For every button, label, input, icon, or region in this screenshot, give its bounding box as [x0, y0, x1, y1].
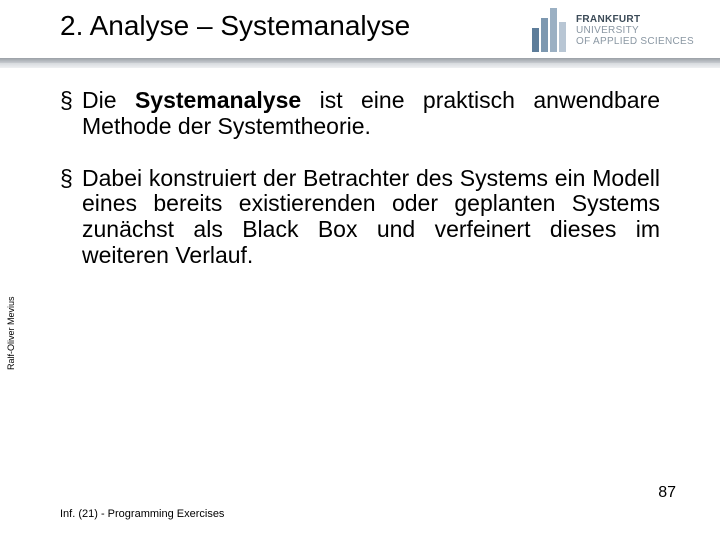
logo-text: FRANKFURT UNIVERSITY OF APPLIED SCIENCES	[576, 14, 694, 47]
slide-title: 2. Analyse – Systemanalyse	[60, 10, 520, 42]
bullet-item: Die Systemanalyse ist eine praktisch anw…	[60, 88, 660, 140]
page-number: 87	[658, 484, 676, 502]
content-area: Die Systemanalyse ist eine praktisch anw…	[60, 88, 660, 295]
bullet-text-pre: Die	[82, 87, 135, 113]
bullet-list: Die Systemanalyse ist eine praktisch anw…	[60, 88, 660, 269]
logo-line3: OF APPLIED SCIENCES	[576, 36, 694, 47]
logo-line1: FRANKFURT	[576, 14, 694, 25]
logo-line2: UNIVERSITY	[576, 25, 694, 36]
header-divider	[0, 58, 720, 68]
side-author-label: Ralf-Oliver Mevius	[6, 296, 16, 370]
university-logo: FRANKFURT UNIVERSITY OF APPLIED SCIENCES	[530, 2, 710, 58]
title-area: 2. Analyse – Systemanalyse	[60, 10, 520, 50]
bullet-text-post: Dabei konstruiert der Betrachter des Sys…	[82, 165, 660, 268]
bullet-item: Dabei konstruiert der Betrachter des Sys…	[60, 166, 660, 269]
slide: 2. Analyse – Systemanalyse FRANKFURT UNI…	[0, 0, 720, 540]
footer-text: Inf. (21) - Programming Exercises	[60, 508, 224, 520]
bullet-text-bold: Systemanalyse	[135, 87, 301, 113]
logo-bars-icon	[530, 6, 570, 54]
